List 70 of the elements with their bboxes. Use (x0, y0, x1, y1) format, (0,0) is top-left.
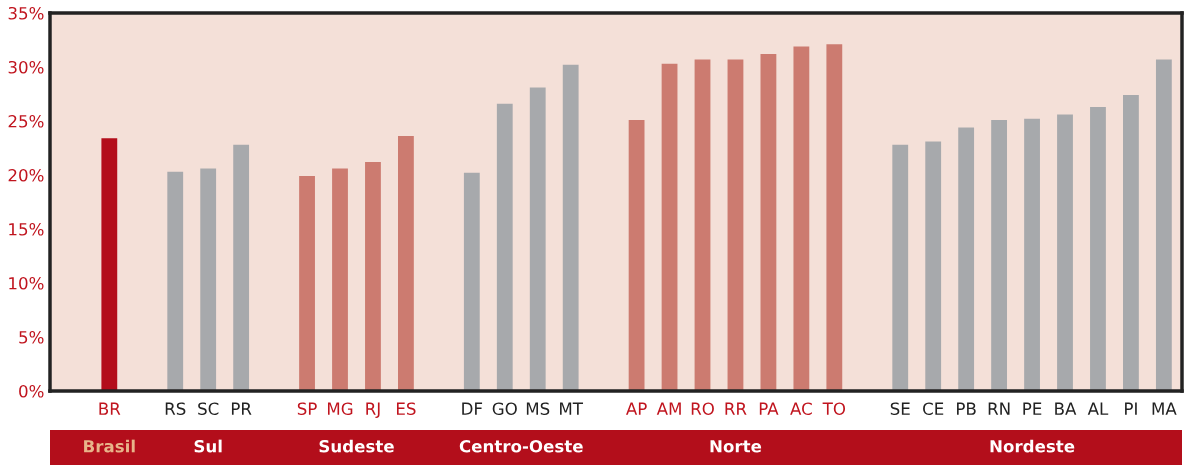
bar (661, 63, 678, 391)
x-tick-label: PI (1125, 402, 1137, 415)
x-tick-label: DF (462, 402, 483, 415)
x-tick-label: AP (626, 402, 647, 415)
bar (233, 144, 250, 391)
x-tick-label: AM (656, 402, 681, 415)
bar (727, 59, 744, 391)
text: Sul (194, 439, 222, 453)
x-tick-label: SC (198, 402, 219, 416)
bar (332, 168, 348, 391)
bar (1057, 114, 1073, 391)
x-tick-label: RJ (366, 402, 380, 419)
x-tick-label: MS (526, 402, 550, 416)
bar (925, 141, 942, 391)
bar (463, 172, 480, 391)
x-tick-label: PE (1023, 402, 1042, 415)
bar (760, 54, 777, 391)
text: Centro-Oeste (459, 439, 583, 453)
bar (1155, 59, 1172, 391)
bar (958, 127, 975, 391)
x-tick-label: RN (988, 402, 1010, 415)
x-tick-label: RS (165, 402, 186, 416)
bar (562, 64, 579, 391)
y-tick-label: 30% (8, 60, 44, 74)
bar (694, 59, 711, 391)
bar (200, 168, 217, 391)
bar (991, 119, 1008, 391)
bar (101, 138, 118, 391)
x-tick-label: MT (560, 402, 584, 415)
text: Brasil (84, 439, 135, 453)
bar (398, 136, 414, 391)
x-tick-label: AL (1087, 402, 1109, 415)
y-tick-label: 15% (9, 222, 44, 236)
x-tick-label: AC (790, 402, 812, 416)
y-tick-label: 10% (9, 276, 44, 290)
y-tick-label: 0% (19, 384, 44, 398)
text: Sudeste (319, 439, 394, 453)
bar (628, 119, 645, 391)
x-tick-label: RR (725, 402, 747, 415)
bar (1024, 118, 1040, 391)
x-tick-label: GO (492, 402, 517, 416)
x-tick-label: PR (231, 402, 252, 415)
y-tick-label: 20% (8, 168, 44, 182)
bar (365, 162, 381, 391)
x-tick-label: BA (1055, 402, 1077, 415)
bar (167, 171, 184, 391)
x-tick-label: BR (99, 402, 121, 415)
y-tick-label: 25% (8, 114, 44, 128)
y-tick-label: 35% (8, 6, 44, 20)
x-tick-label: CE (923, 402, 944, 416)
bar (496, 103, 513, 391)
bar (299, 176, 315, 391)
x-tick-label: SE (890, 402, 910, 416)
bar (793, 46, 810, 391)
x-tick-label: ES (396, 402, 416, 416)
x-tick-label: MA (1152, 402, 1177, 415)
y-tick-label: 5% (19, 330, 44, 344)
x-tick-label: MG (327, 402, 353, 416)
x-tick-label: TO (822, 402, 846, 416)
x-tick-label: PA (759, 402, 779, 415)
text: Nordeste (990, 439, 1075, 453)
text: Norte (710, 440, 762, 453)
bar (529, 87, 546, 391)
bar (1123, 95, 1139, 391)
x-tick-label: PB (957, 402, 976, 415)
bar (1090, 106, 1106, 391)
x-tick-label: RO (691, 402, 714, 416)
bar (826, 44, 843, 391)
x-tick-label: SP (297, 402, 317, 416)
bar (892, 144, 909, 391)
